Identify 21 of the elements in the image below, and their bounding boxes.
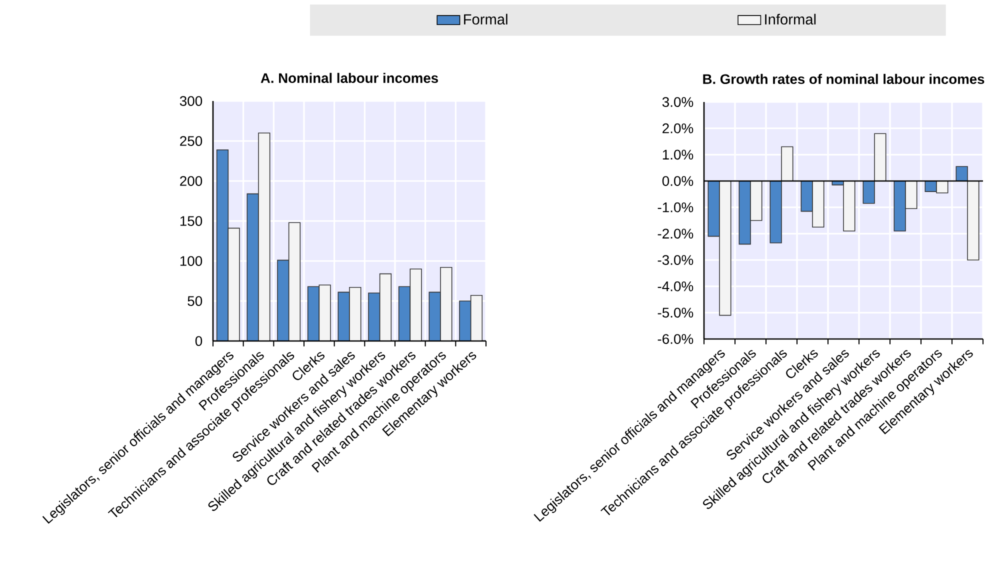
y-tick-label: 250 [180, 136, 202, 146]
y-tick-label: -1.0% [658, 202, 694, 212]
y-tick-label: 1.0% [662, 150, 694, 160]
y-tick-label: -2.0% [658, 228, 694, 239]
y-tick-label: -6.0% [658, 334, 694, 344]
chart-title: A. Nominal labour incomes [260, 72, 438, 83]
text: Informal [765, 14, 816, 25]
y-tick-label: -4.0% [658, 281, 694, 292]
y-tick-label: -5.0% [658, 308, 694, 318]
y-tick-label: 200 [180, 176, 202, 186]
y-tick-label: 2.0% [662, 123, 694, 134]
y-tick-label: 300 [180, 96, 202, 106]
y-tick-label: 150 [180, 216, 202, 226]
y-tick-label: -3.0% [658, 255, 694, 265]
y-tick-label: 50 [188, 296, 202, 306]
y-tick-label: 100 [180, 256, 202, 266]
y-tick-label: 3.0% [662, 97, 694, 107]
y-tick-label: 0 [195, 336, 202, 346]
legend-label: Formal [464, 14, 508, 25]
chart-title: B. Growth rates of nominal labour incomes [703, 74, 984, 84]
y-tick-label: 0.0% [662, 176, 694, 186]
